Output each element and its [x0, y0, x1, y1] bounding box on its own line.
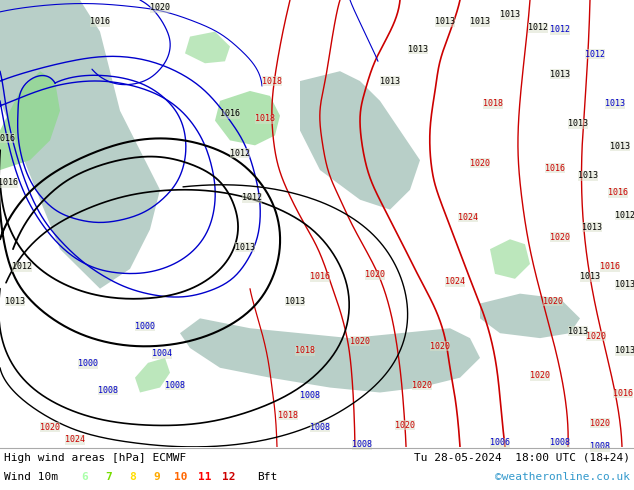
Text: 1013: 1013: [470, 17, 490, 26]
Text: 1013: 1013: [285, 297, 305, 306]
Text: 1013: 1013: [615, 280, 634, 289]
Text: 1000: 1000: [78, 359, 98, 368]
Text: 1013: 1013: [5, 297, 25, 306]
Text: 1013: 1013: [408, 45, 428, 54]
Text: Bft: Bft: [257, 472, 277, 482]
Text: 1013: 1013: [582, 223, 602, 232]
Text: 1008: 1008: [98, 386, 118, 395]
Text: 1013: 1013: [568, 119, 588, 128]
Text: 1013: 1013: [615, 346, 634, 355]
Text: 1018: 1018: [278, 411, 298, 420]
Text: 1013: 1013: [235, 243, 255, 252]
Text: 1013: 1013: [568, 327, 588, 336]
Text: 1013: 1013: [500, 10, 520, 19]
Text: 1008: 1008: [300, 391, 320, 400]
Text: 1018: 1018: [262, 76, 282, 86]
Text: 1016: 1016: [90, 17, 110, 26]
Text: 1012: 1012: [242, 193, 262, 202]
Text: 1020: 1020: [530, 371, 550, 380]
Text: 1012: 1012: [585, 50, 605, 59]
Polygon shape: [0, 0, 160, 289]
Text: ©weatheronline.co.uk: ©weatheronline.co.uk: [495, 472, 630, 482]
Text: 1013: 1013: [610, 142, 630, 151]
Text: 1016: 1016: [0, 134, 15, 143]
Text: 1006: 1006: [490, 439, 510, 447]
Text: 1013: 1013: [435, 17, 455, 26]
Text: 1012: 1012: [550, 25, 570, 34]
Text: 1013: 1013: [578, 172, 598, 180]
Text: 11: 11: [198, 472, 212, 482]
Text: Tu 28-05-2024  18:00 UTC (18+24): Tu 28-05-2024 18:00 UTC (18+24): [414, 453, 630, 463]
Polygon shape: [0, 71, 60, 170]
Text: 8: 8: [129, 472, 136, 482]
Text: 1000: 1000: [135, 322, 155, 331]
Text: 12: 12: [223, 472, 236, 482]
Text: 1024: 1024: [65, 436, 85, 444]
Text: 1024: 1024: [445, 277, 465, 286]
Text: 1020: 1020: [470, 159, 490, 168]
Text: 1020: 1020: [550, 233, 570, 242]
Polygon shape: [490, 239, 530, 279]
Text: 1013: 1013: [580, 272, 600, 281]
Text: 1016: 1016: [608, 188, 628, 197]
Polygon shape: [300, 71, 420, 210]
Text: 7: 7: [106, 472, 112, 482]
Text: 1016: 1016: [613, 389, 633, 398]
Text: 1013: 1013: [605, 99, 625, 108]
Text: 1020: 1020: [430, 342, 450, 350]
Text: 1020: 1020: [150, 3, 170, 12]
Text: 1018: 1018: [483, 99, 503, 108]
Text: 1018: 1018: [255, 114, 275, 123]
Text: 1008: 1008: [165, 381, 185, 390]
Polygon shape: [480, 294, 580, 338]
Text: 1020: 1020: [350, 337, 370, 345]
Text: 1012: 1012: [230, 149, 250, 158]
Text: 1020: 1020: [590, 418, 610, 428]
Text: 1012: 1012: [12, 263, 32, 271]
Text: 1018: 1018: [295, 346, 315, 355]
Text: 1004: 1004: [152, 349, 172, 359]
Polygon shape: [135, 358, 170, 392]
Text: Wind 10m: Wind 10m: [4, 472, 58, 482]
Text: 1012: 1012: [615, 211, 634, 220]
Text: 1008: 1008: [550, 439, 570, 447]
Text: 1020: 1020: [40, 422, 60, 432]
Text: 1013: 1013: [380, 76, 400, 86]
Text: 6: 6: [82, 472, 88, 482]
Text: 1020: 1020: [412, 381, 432, 390]
Polygon shape: [215, 91, 280, 146]
Text: 1020: 1020: [586, 332, 606, 341]
Text: 9: 9: [153, 472, 160, 482]
Text: 10: 10: [174, 472, 188, 482]
Polygon shape: [180, 318, 480, 392]
Text: 1020: 1020: [395, 420, 415, 430]
Text: 1024: 1024: [458, 213, 478, 222]
Text: 1013: 1013: [550, 70, 570, 79]
Text: High wind areas [hPa] ECMWF: High wind areas [hPa] ECMWF: [4, 453, 186, 463]
Text: 1016: 1016: [545, 164, 565, 172]
Text: 1008: 1008: [590, 442, 610, 451]
Text: 1008: 1008: [310, 422, 330, 432]
Text: 1008: 1008: [352, 441, 372, 449]
Polygon shape: [185, 32, 230, 63]
Text: 1016: 1016: [310, 272, 330, 281]
Text: 1020: 1020: [365, 270, 385, 279]
Text: 1020: 1020: [543, 297, 563, 306]
Text: 1016: 1016: [0, 178, 18, 187]
Text: 1016: 1016: [600, 263, 620, 271]
Text: 1016: 1016: [220, 109, 240, 118]
Text: 1012: 1012: [528, 23, 548, 32]
